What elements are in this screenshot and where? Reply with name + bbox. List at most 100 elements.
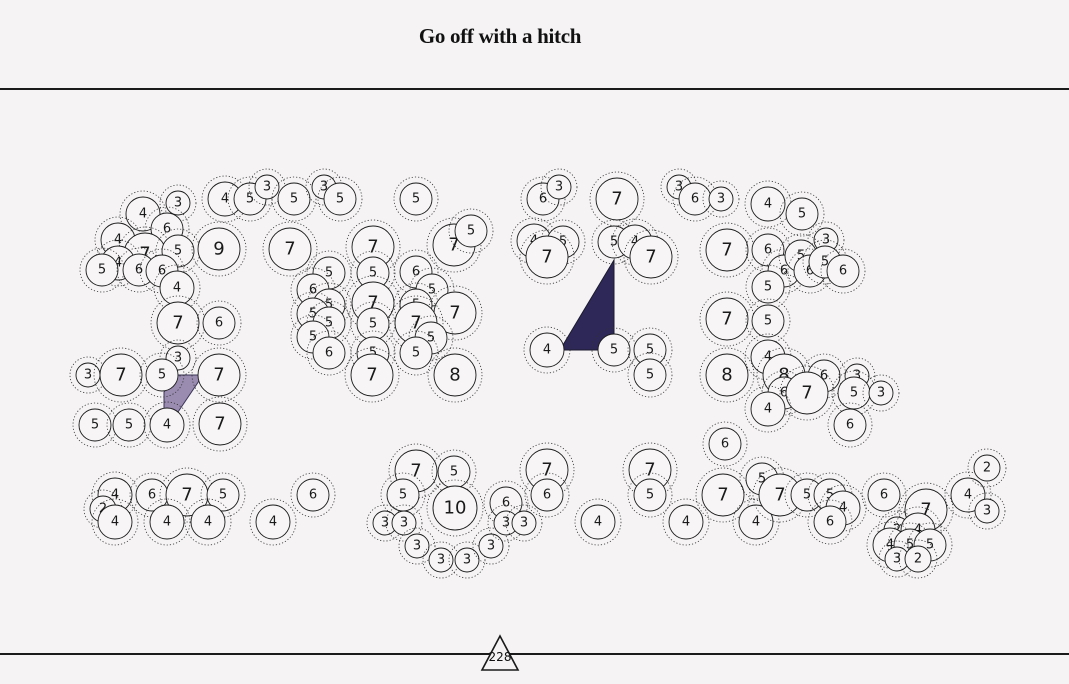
node-outer-ring <box>699 347 755 403</box>
puzzle-node[interactable]: 5 <box>745 298 791 344</box>
node-outer-ring <box>393 249 439 295</box>
puzzle-node[interactable]: 5 <box>106 402 152 448</box>
node-value: 5 <box>369 346 377 361</box>
puzzle-node[interactable]: 7 <box>191 347 247 403</box>
puzzle-node[interactable]: 6 <box>820 248 866 294</box>
puzzle-node[interactable]: 3 <box>422 541 460 579</box>
puzzle-node[interactable]: 4 <box>523 326 571 374</box>
puzzle-node[interactable]: 4 <box>91 498 139 546</box>
node-value: 6 <box>826 515 834 530</box>
node-outer-ring <box>200 472 246 518</box>
puzzle-node[interactable]: 4 <box>744 385 792 433</box>
puzzle-node[interactable]: 6 <box>861 472 907 518</box>
puzzle-node[interactable]: 7 <box>779 365 835 421</box>
node-outer-ring <box>745 264 791 310</box>
node-outer-ring <box>744 385 792 433</box>
puzzle-node[interactable]: 2 <box>898 539 938 579</box>
puzzle-node[interactable]: 8 <box>699 347 755 403</box>
puzzle-node[interactable]: 5 <box>200 472 246 518</box>
puzzle-node[interactable]: 3 <box>702 180 740 218</box>
node-circle <box>149 504 185 540</box>
puzzle-node[interactable]: 3 <box>159 184 197 222</box>
puzzle-node[interactable]: 7 <box>623 229 679 285</box>
node-outer-ring <box>944 471 992 519</box>
puzzle-node[interactable]: 6 <box>807 499 853 545</box>
node-value: 5 <box>821 255 829 270</box>
puzzle-node[interactable]: 7 <box>262 221 318 277</box>
puzzle-node[interactable]: 4 <box>184 498 232 546</box>
node-outer-ring <box>306 300 352 346</box>
node-outer-ring <box>861 472 907 518</box>
puzzle-node[interactable]: 4 <box>143 498 191 546</box>
puzzle-node[interactable]: 6 <box>290 472 336 518</box>
node-value: 3 <box>174 351 182 366</box>
puzzle-node[interactable]: 7 <box>589 171 645 227</box>
node-value: 6 <box>880 488 888 503</box>
node-value: 6 <box>806 264 814 279</box>
puzzle-node[interactable]: 8 <box>427 347 483 403</box>
node-value: 5 <box>803 488 811 503</box>
puzzle-node[interactable]: 5 <box>271 176 317 222</box>
puzzle-node[interactable]: 3 <box>540 168 578 206</box>
puzzle-node[interactable]: 4 <box>662 498 710 546</box>
node-value: 5 <box>369 266 377 281</box>
puzzle-node[interactable]: 9 <box>191 221 247 277</box>
puzzle-node[interactable]: 7 <box>699 222 755 278</box>
node-value: 6 <box>215 316 223 331</box>
puzzle-node[interactable]: 6 <box>827 402 873 448</box>
score-value: 228 <box>488 650 512 664</box>
puzzle-node[interactable]: 4 <box>732 498 780 546</box>
puzzle-node[interactable]: 6 <box>196 300 242 346</box>
puzzle-node[interactable]: 5 <box>393 176 439 222</box>
puzzle-node[interactable]: 5 <box>627 352 673 398</box>
puzzle-node[interactable]: 7 <box>695 467 751 523</box>
puzzle-node[interactable]: 4 <box>143 401 191 449</box>
puzzle-node[interactable]: 3 <box>472 527 510 565</box>
puzzle-node[interactable]: 2 <box>967 448 1007 488</box>
node-outer-ring <box>192 396 248 452</box>
puzzle-node[interactable]: 5 <box>591 327 637 373</box>
puzzle-node[interactable]: 5 <box>779 191 825 237</box>
puzzle-node[interactable]: 4 <box>574 498 622 546</box>
puzzle-node[interactable]: 3 <box>398 527 436 565</box>
node-outer-ring <box>143 498 191 546</box>
puzzle-node[interactable]: 6 <box>524 472 570 518</box>
puzzle-node[interactable]: 7 <box>519 229 575 285</box>
puzzle-node[interactable]: 7 <box>622 442 678 498</box>
puzzle-node[interactable]: 5 <box>72 402 118 448</box>
node-value: 6 <box>309 283 317 298</box>
puzzle-node[interactable]: 4 <box>744 180 792 228</box>
node-outer-ring <box>472 527 510 565</box>
puzzle-node[interactable]: 5 <box>393 330 439 376</box>
puzzle-node[interactable]: 5 <box>627 472 673 518</box>
puzzle-node[interactable]: 5 <box>448 208 494 254</box>
puzzle-node[interactable]: 3 <box>448 541 486 579</box>
node-value: 7 <box>366 365 377 386</box>
puzzle-node[interactable]: 3 <box>968 492 1006 530</box>
node-outer-ring <box>524 472 570 518</box>
puzzle-node[interactable]: 5 <box>317 176 363 222</box>
node-value: 4 <box>163 418 171 433</box>
puzzle-node[interactable]: 4 <box>944 471 992 519</box>
puzzle-node[interactable]: 4 <box>249 498 297 546</box>
puzzle-node[interactable]: 3 <box>862 374 900 412</box>
puzzle-node[interactable]: 7 <box>192 396 248 452</box>
puzzle-node[interactable]: 3 <box>505 504 543 542</box>
puzzle-node[interactable]: 3 <box>807 221 845 259</box>
puzzle-node[interactable]: 5 <box>745 264 791 310</box>
node-outer-ring <box>695 467 751 523</box>
node-value: 3 <box>320 180 328 195</box>
puzzle-node[interactable]: 10 <box>426 479 484 537</box>
puzzle-node[interactable]: 7 <box>150 295 206 351</box>
puzzle-node[interactable]: 6 <box>306 330 352 376</box>
node-outer-ring <box>426 479 484 537</box>
puzzle-node[interactable]: 7 <box>93 347 149 403</box>
node-outer-ring <box>317 176 363 222</box>
node-value: 3 <box>437 553 445 568</box>
puzzle-node[interactable]: 7 <box>344 347 400 403</box>
puzzle-node[interactable]: 7 <box>345 219 401 275</box>
puzzle-node[interactable]: 6 <box>702 421 748 467</box>
puzzle-node[interactable]: 7 <box>752 467 808 523</box>
puzzle-node[interactable]: 5 <box>139 352 185 398</box>
